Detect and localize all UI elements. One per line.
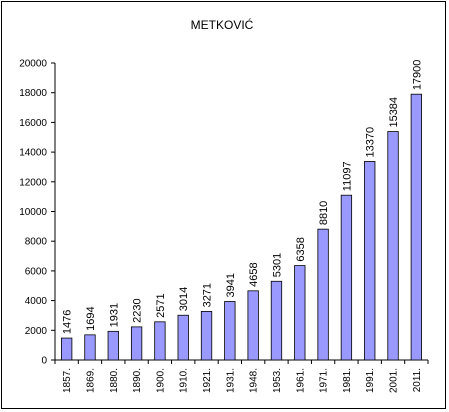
chart-title: METKOVIĆ [191,17,254,32]
data-label: 15384 [388,97,400,128]
bar-2001 [387,131,399,361]
data-label: 3014 [178,287,190,311]
x-tick-label: 1880. [109,368,120,393]
data-label: 2230 [132,298,144,322]
x-tick-label: 1948. [249,368,260,393]
y-tick-label: 18000 [19,88,47,99]
data-label: 13370 [365,127,377,158]
y-tick-label: 16000 [19,118,47,129]
bar-1961 [294,265,306,361]
x-tick-label: 1971. [319,368,330,393]
y-tick-label: 10000 [19,207,47,218]
data-label: 11097 [341,161,353,191]
data-label: 3941 [225,273,237,297]
x-tick-label: 2001. [389,368,400,393]
x-axis [54,359,429,364]
bars [61,93,422,361]
x-tick-label: 1910. [179,368,190,393]
x-tick-label: 1890. [132,368,143,393]
y-tick-label: 2000 [25,326,48,337]
x-tick-label: 1961. [295,368,306,393]
bar-1869 [84,334,96,361]
data-label: 17900 [411,60,423,91]
data-label: 8810 [318,201,330,225]
data-label: 1694 [85,306,97,330]
x-tick-label: 1921. [202,368,213,393]
y-tick-label: 14000 [19,148,47,159]
y-tick-label: 4000 [25,296,48,307]
x-tick-label: 1869. [85,368,96,393]
x-tick-label: 1953. [272,368,283,393]
bar-1880 [107,330,119,361]
x-tick-labels: 1857. 1869. 1880. 1890. 1900. 1910. 1921. 1931.… [62,368,423,393]
y-tick-label: 12000 [19,177,47,188]
y-tick-label: 6000 [25,266,48,277]
data-label: 3271 [202,283,214,307]
data-label: 4658 [248,262,260,286]
bar-2011 [410,93,422,361]
bar-1991 [364,161,376,361]
bar-1948 [247,290,259,361]
data-label: 5301 [271,253,283,277]
bar-1921 [200,311,213,361]
bar-1900 [154,321,166,361]
y-tick-label: 0 [41,356,47,367]
bar-1981 [340,194,353,361]
data-label: 1931 [108,303,120,327]
x-tick-label: 1981. [342,368,353,393]
x-tick-label: 2011. [412,368,423,392]
bar-1971 [317,228,329,361]
data-label: 2571 [155,293,167,317]
bar-1931 [224,301,236,361]
bar-1953 [270,280,283,361]
bar-1910 [177,314,189,361]
x-tick-label: 1991. [365,368,376,393]
y-tick-label: 8000 [25,237,48,248]
x-tick-label: 1900. [155,368,166,393]
data-labels: 1476 1694 1931 2230 2571 3014 3271 3941 4658 5301… [62,60,424,334]
bar-1857 [61,337,73,361]
x-tick-label: 1857. [62,368,73,393]
bar-1890 [130,326,143,361]
data-label: 1476 [62,310,74,334]
y-axis: 0 2000 4000 6000 8000 10000 12000 14000 16000 180… [19,59,56,367]
y-tick-label: 20000 [19,59,47,70]
x-tick-label: 1931. [225,368,236,393]
data-label: 6358 [295,237,307,261]
